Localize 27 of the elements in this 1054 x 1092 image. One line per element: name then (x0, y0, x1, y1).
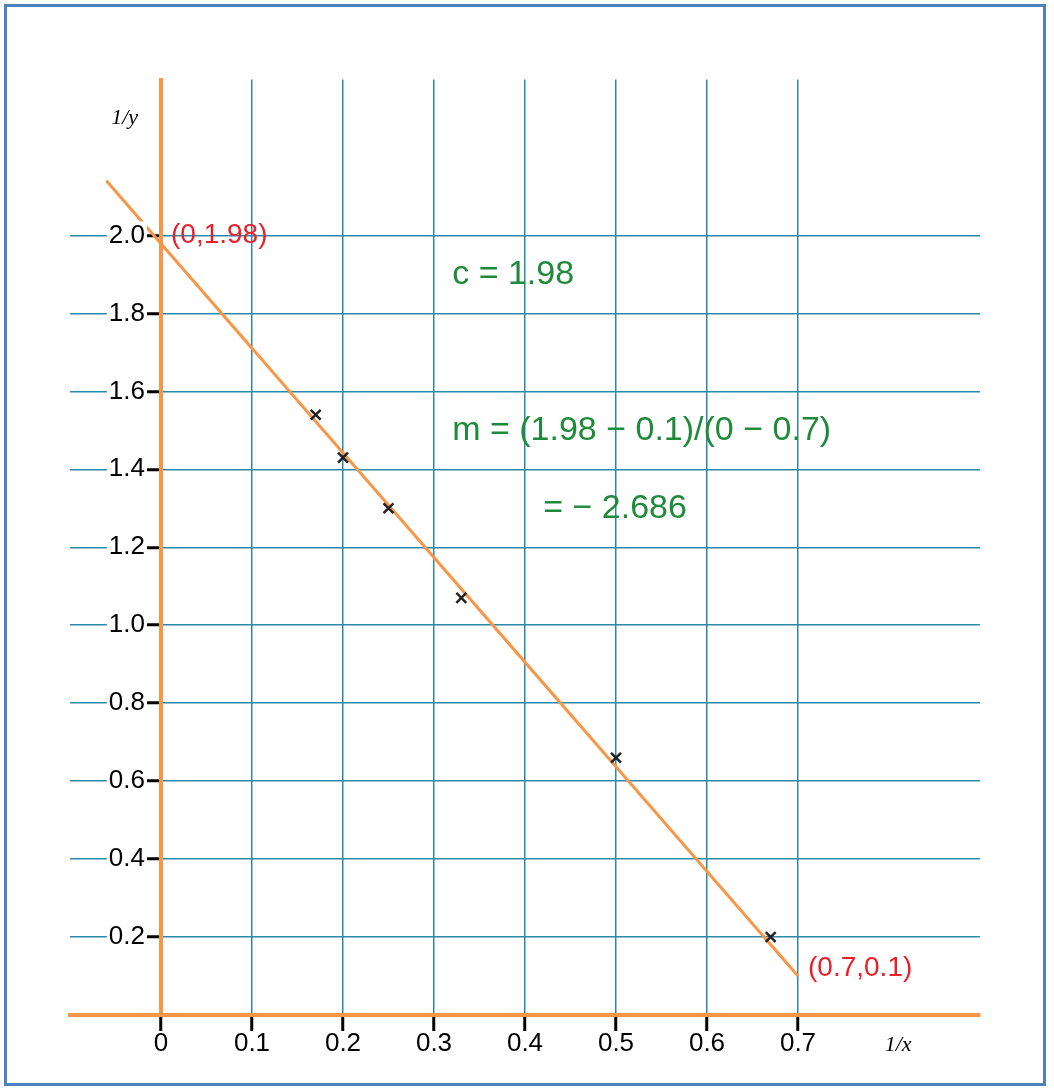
point (455, 591, 468, 605)
x-tick-label: 0.6 (688, 1027, 726, 1058)
point (309, 408, 322, 421)
y-tick-label: 0.8 (108, 686, 145, 717)
x-axis-title: 1/x (884, 1030, 912, 1056)
y-tick-label: 1.4 (108, 452, 145, 483)
x-tick-label: 0.4 (506, 1027, 544, 1058)
y-tick-label: 0.2 (108, 920, 145, 951)
y-tick-label: 0.4 (108, 842, 145, 873)
point (764, 930, 777, 944)
x-tick-label: 0.3 (415, 1027, 453, 1058)
x-tick-label: 0.1 (233, 1027, 271, 1058)
x-tick-label: 0.2 (324, 1027, 362, 1058)
y-axis-title: 1/y (111, 104, 139, 130)
x-tick-label: 0.7 (779, 1027, 817, 1058)
annotation: (0.7,0.1) (808, 950, 913, 982)
y-tick-label: 2.0 (108, 218, 145, 249)
y-tick-label: 1.2 (108, 530, 145, 561)
x-tick-label: 0 (153, 1027, 169, 1058)
y-tick-label: 1.6 (108, 374, 145, 405)
y-tick-label: 1.0 (108, 608, 145, 639)
y-tick-label: 1.8 (108, 296, 145, 327)
y-tick-label: 0.6 (108, 764, 145, 795)
point (609, 751, 623, 764)
point (382, 502, 395, 515)
x-tick-label: 0.5 (597, 1027, 635, 1058)
point (336, 451, 350, 464)
